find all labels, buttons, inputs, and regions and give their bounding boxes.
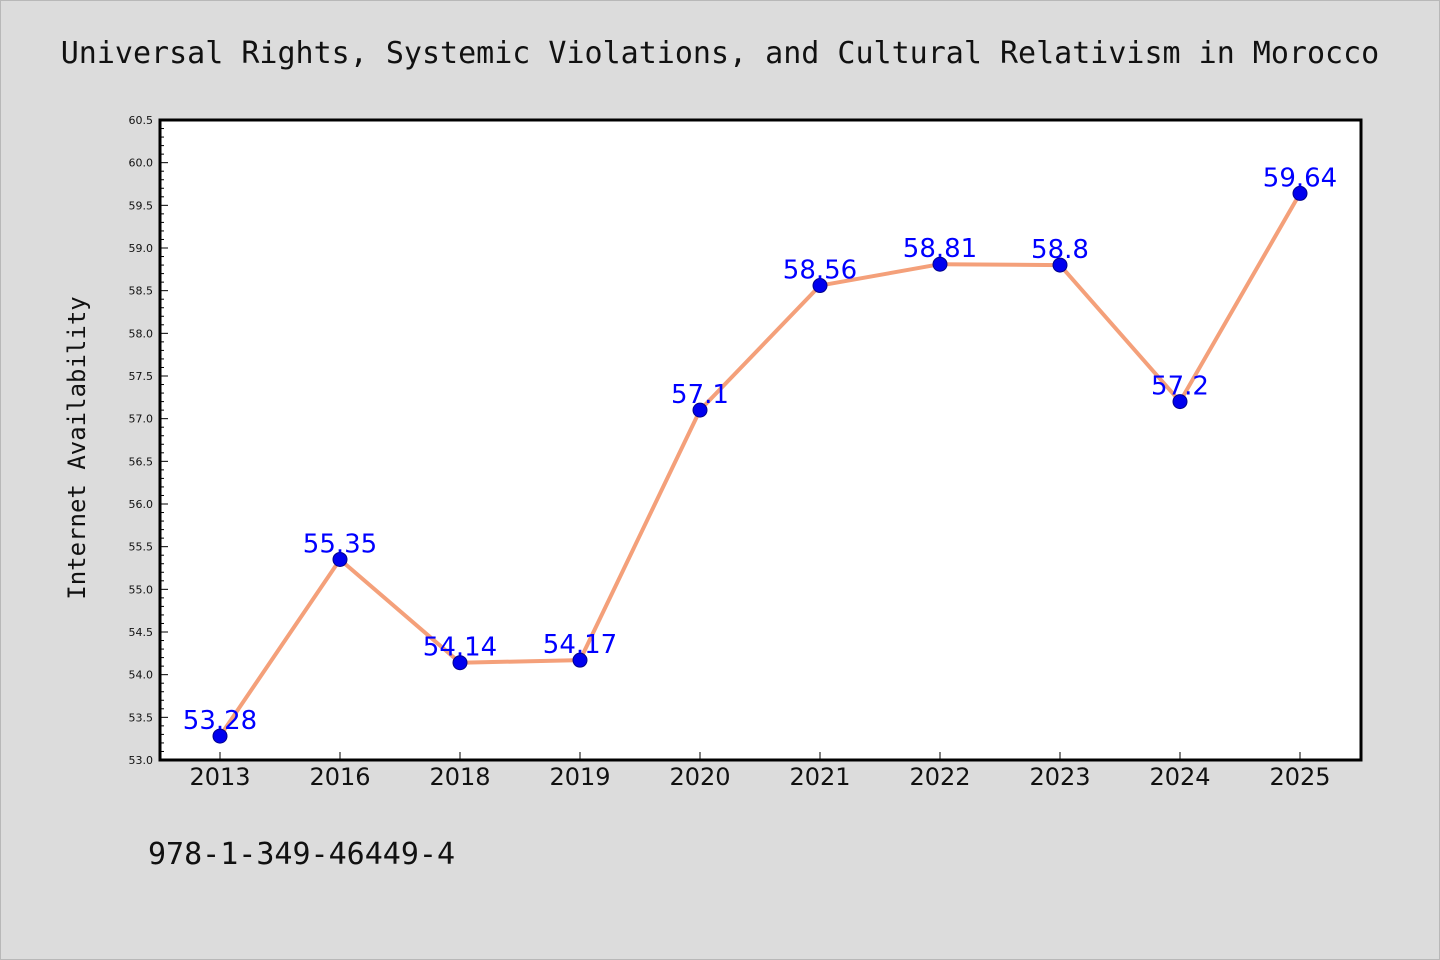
y-tick-label: 57.0 [129, 413, 154, 426]
x-tick-label: 2016 [309, 763, 370, 791]
data-label: 57.2 [1151, 372, 1209, 402]
y-axis-label: Internet Availability [63, 296, 91, 599]
plot-area [160, 120, 1361, 760]
y-tick-label: 54.0 [129, 669, 154, 682]
x-tick-label: 2013 [189, 763, 250, 791]
data-label: 54.14 [423, 633, 497, 663]
y-tick-label: 60.5 [129, 114, 154, 127]
x-tick-label: 2023 [1029, 763, 1090, 791]
y-tick-label: 58.5 [129, 285, 154, 298]
data-point [1172, 394, 1188, 410]
data-point [572, 652, 588, 668]
y-tick-label: 56.5 [129, 455, 154, 468]
y-tick-label: 60.0 [129, 157, 154, 170]
y-tick-label: 53.5 [129, 711, 154, 724]
data-point [812, 278, 828, 294]
chart-title: Universal Rights, Systemic Violations, a… [61, 36, 1380, 71]
x-tick-label: 2021 [789, 763, 850, 791]
data-label: 58.81 [903, 234, 977, 264]
x-tick-label: 2018 [429, 763, 490, 791]
data-label: 57.1 [671, 380, 729, 410]
x-tick-label: 2019 [549, 763, 610, 791]
x-tick-label: 2025 [1269, 763, 1330, 791]
y-tick-label: 55.0 [129, 583, 154, 596]
data-point [1292, 185, 1308, 201]
series-line-group [218, 192, 1302, 738]
data-markers [212, 185, 1308, 744]
data-label: 55.35 [303, 529, 377, 559]
data-point [1052, 257, 1068, 273]
data-point [212, 728, 228, 744]
y-tick-label: 57.5 [129, 370, 154, 383]
data-point [452, 655, 468, 671]
data-label: 58.8 [1031, 235, 1089, 265]
y-tick-label: 56.0 [129, 498, 154, 511]
y-tick-label: 59.0 [129, 242, 154, 255]
data-point [332, 551, 348, 567]
data-label: 59.64 [1263, 163, 1337, 193]
data-label: 54.17 [543, 630, 617, 660]
x-axis-ticks: 2013 2016 2018 2019 2020 2021 2022 2023 2024 2025 [189, 752, 1331, 791]
data-point [692, 402, 708, 418]
y-tick-label: 54.5 [129, 626, 154, 639]
isbn-footer: 978-1-349-46449-4 [148, 837, 455, 872]
data-labels: 53.28 55.35 54.14 54.17 57.1 58.56 58.81 58.8 57… [183, 163, 1337, 736]
x-tick-label: 2024 [1149, 763, 1210, 791]
y-tick-label: 58.0 [129, 327, 154, 340]
data-label: 53.28 [183, 706, 257, 736]
x-tick-label: 2022 [909, 763, 970, 791]
y-tick-label: 53.0 [129, 754, 154, 767]
plot-border [158, 118, 1363, 762]
y-axis-ticks: 53.0 53.5 54.0 54.5 55.0 55.5 56.0 56.5 57.0 57.5… [129, 114, 168, 767]
data-point [932, 256, 948, 272]
data-label: 58.56 [783, 256, 857, 286]
y-tick-label: 55.5 [129, 541, 154, 554]
y-tick-label: 59.5 [129, 199, 154, 212]
series-line [218, 192, 1302, 738]
x-tick-label: 2020 [669, 763, 730, 791]
